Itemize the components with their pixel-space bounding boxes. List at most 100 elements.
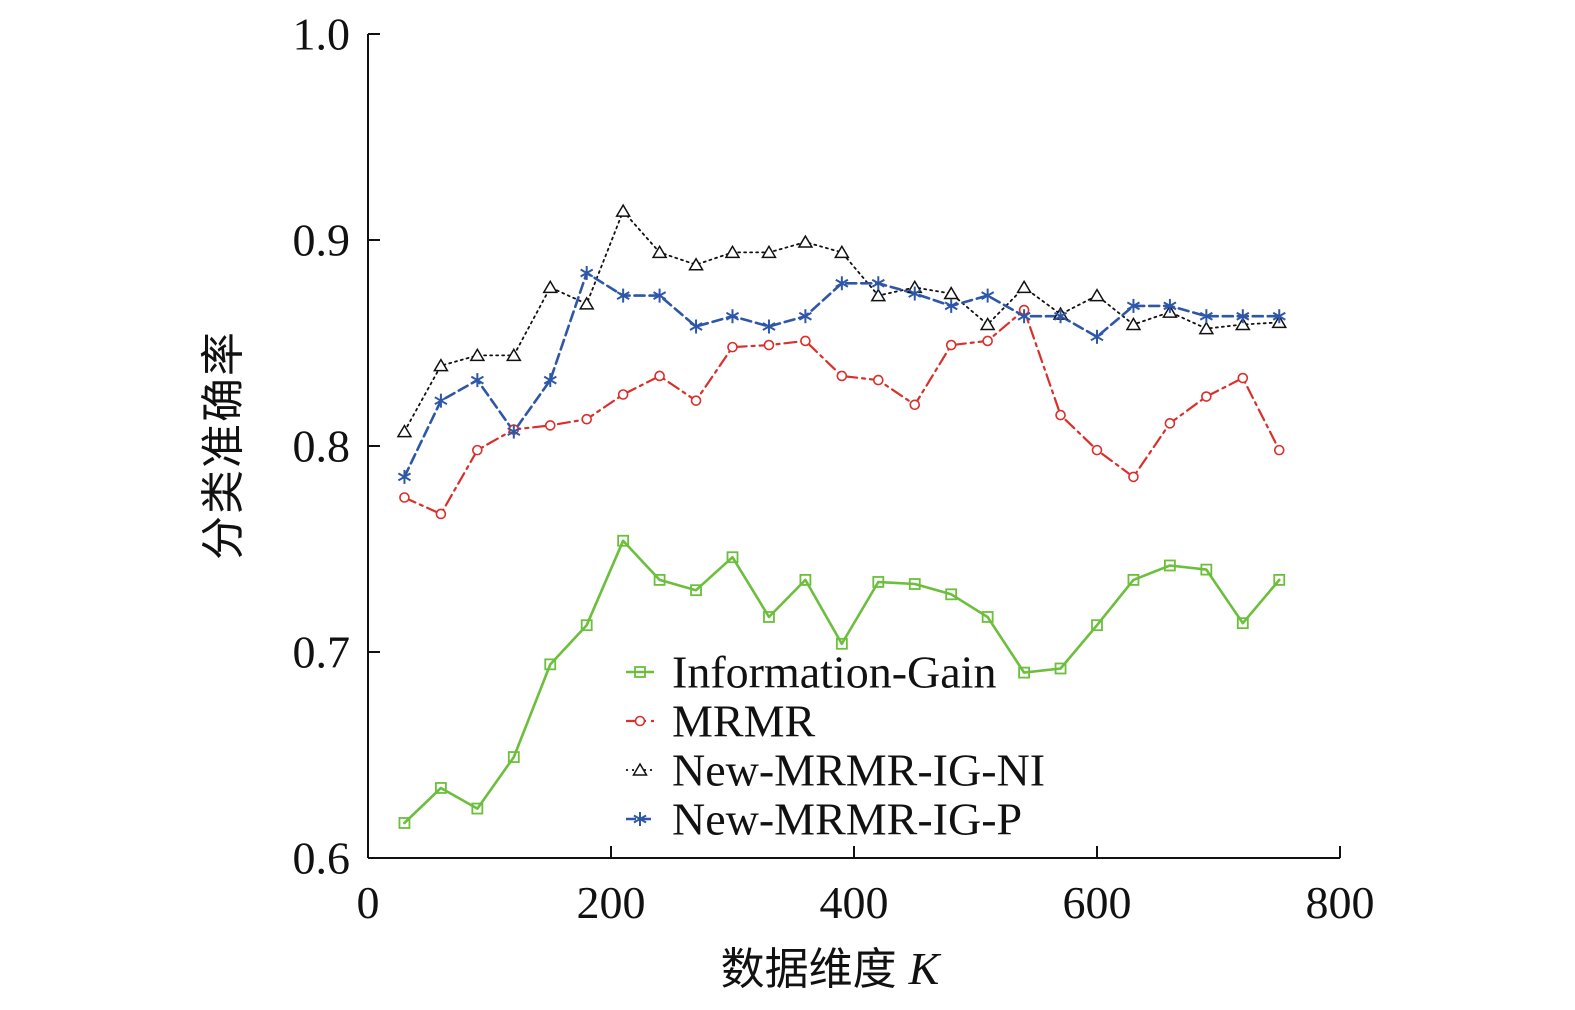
data-point-asterisk (1272, 309, 1286, 324)
data-point-asterisk (1017, 309, 1031, 324)
data-point-asterisk (1126, 298, 1141, 313)
data-point-asterisk (434, 393, 448, 408)
data-point-square (1127, 574, 1140, 586)
data-point-asterisk (908, 286, 922, 301)
data-point-square (908, 578, 921, 590)
data-point-square (434, 782, 447, 794)
data-point-asterisk (543, 373, 557, 388)
legend-label: New-MRMR-IG-P (672, 794, 1022, 845)
data-point-triangle (688, 257, 704, 271)
data-point-asterisk (1199, 309, 1213, 324)
data-point-asterisk (616, 288, 630, 303)
data-point-circle (690, 395, 702, 406)
data-point-square (872, 576, 885, 588)
data-point-asterisk (835, 276, 849, 291)
data-point-square (1091, 619, 1103, 632)
data-point-asterisk (1163, 298, 1177, 313)
y-tick-label: 0.7 (293, 627, 351, 678)
y-tick-label: 0.8 (293, 421, 351, 472)
data-point-triangle (1125, 316, 1142, 331)
legend-item: MRMR (626, 696, 815, 747)
data-point-circle (909, 399, 921, 411)
data-point-circle (472, 444, 483, 456)
legend-label: MRMR (672, 696, 815, 747)
data-point-asterisk (689, 319, 703, 334)
series-line-new-mrmr-ig-ni (403, 210, 1281, 433)
data-point-square (726, 551, 739, 564)
legend-item: Information-Gain (626, 647, 996, 698)
x-tick-label: 800 (1306, 877, 1375, 928)
data-point-triangle (724, 244, 741, 259)
data-point-circle (982, 335, 993, 347)
data-point-circle (1055, 409, 1066, 421)
data-point-triangle (615, 203, 631, 217)
series-line-information-gain (403, 539, 1281, 825)
data-point-square (1018, 666, 1030, 679)
data-point-circle (581, 413, 593, 425)
data-point-circle (1273, 444, 1285, 456)
data-point-asterisk (1236, 309, 1250, 324)
data-point-circle (945, 339, 957, 351)
data-point-circle (1091, 444, 1103, 456)
data-point-triangle (542, 279, 559, 294)
legend-item: New-MRMR-IG-P (626, 794, 1022, 845)
data-point-triangle (1234, 316, 1251, 331)
data-point-circle (1201, 391, 1212, 402)
data-point-asterisk (798, 309, 812, 324)
data-point-asterisk (981, 288, 995, 303)
data-point-square (398, 817, 411, 829)
data-point-triangle (761, 244, 777, 259)
series-layer (403, 210, 1281, 825)
data-point-triangle (834, 244, 850, 259)
legend-marker-square (634, 666, 646, 678)
data-point-triangle (651, 244, 668, 259)
data-point-triangle (433, 358, 449, 372)
markers-layer (396, 203, 1288, 829)
data-point-square (1236, 617, 1249, 630)
legend: Information-GainMRMRNew-MRMR-IG-NINew-MR… (626, 647, 1045, 845)
data-point-triangle (469, 347, 486, 362)
y-tick-label: 0.6 (293, 833, 351, 884)
data-point-square (617, 534, 630, 547)
data-point-circle (399, 492, 410, 503)
data-point-triangle (1016, 279, 1032, 294)
data-point-asterisk (507, 424, 521, 439)
legend-label: New-MRMR-IG-NI (672, 745, 1045, 796)
legend-label: Information-Gain (672, 647, 996, 698)
data-point-square (507, 751, 520, 763)
data-point-circle (435, 508, 447, 520)
x-axis-title-text: 数据维度 (721, 944, 897, 995)
data-point-asterisk (580, 265, 594, 280)
data-point-triangle (1089, 288, 1105, 302)
x-tick-label: 400 (820, 877, 889, 928)
data-point-circle (872, 374, 884, 386)
data-point-triangle (1198, 321, 1215, 335)
x-tick-label: 200 (577, 877, 646, 928)
data-point-asterisk (944, 298, 958, 313)
legend-marker-circle (634, 715, 646, 727)
data-point-asterisk (762, 319, 776, 334)
data-point-square (471, 802, 484, 815)
data-point-circle (800, 335, 811, 347)
axes (367, 34, 1340, 859)
data-point-triangle (578, 296, 595, 310)
data-point-triangle (870, 288, 887, 302)
data-point-triangle (943, 286, 960, 300)
data-point-triangle (396, 424, 413, 438)
data-point-circle (836, 370, 848, 382)
data-point-triangle (979, 316, 996, 331)
data-point-square (799, 574, 812, 586)
data-point-square (1200, 563, 1213, 576)
data-point-square (690, 584, 702, 597)
data-point-circle (654, 370, 665, 382)
data-point-asterisk (871, 276, 885, 291)
data-point-circle (544, 420, 556, 431)
data-point-asterisk (470, 373, 484, 388)
data-point-circle (617, 389, 629, 400)
x-axis-title-variable: K (908, 943, 942, 994)
y-axis-title: 分类准确率 (198, 330, 249, 560)
legend-item: New-MRMR-IG-NI (626, 745, 1045, 796)
data-point-circle (1128, 471, 1139, 483)
data-point-asterisk (653, 288, 667, 303)
